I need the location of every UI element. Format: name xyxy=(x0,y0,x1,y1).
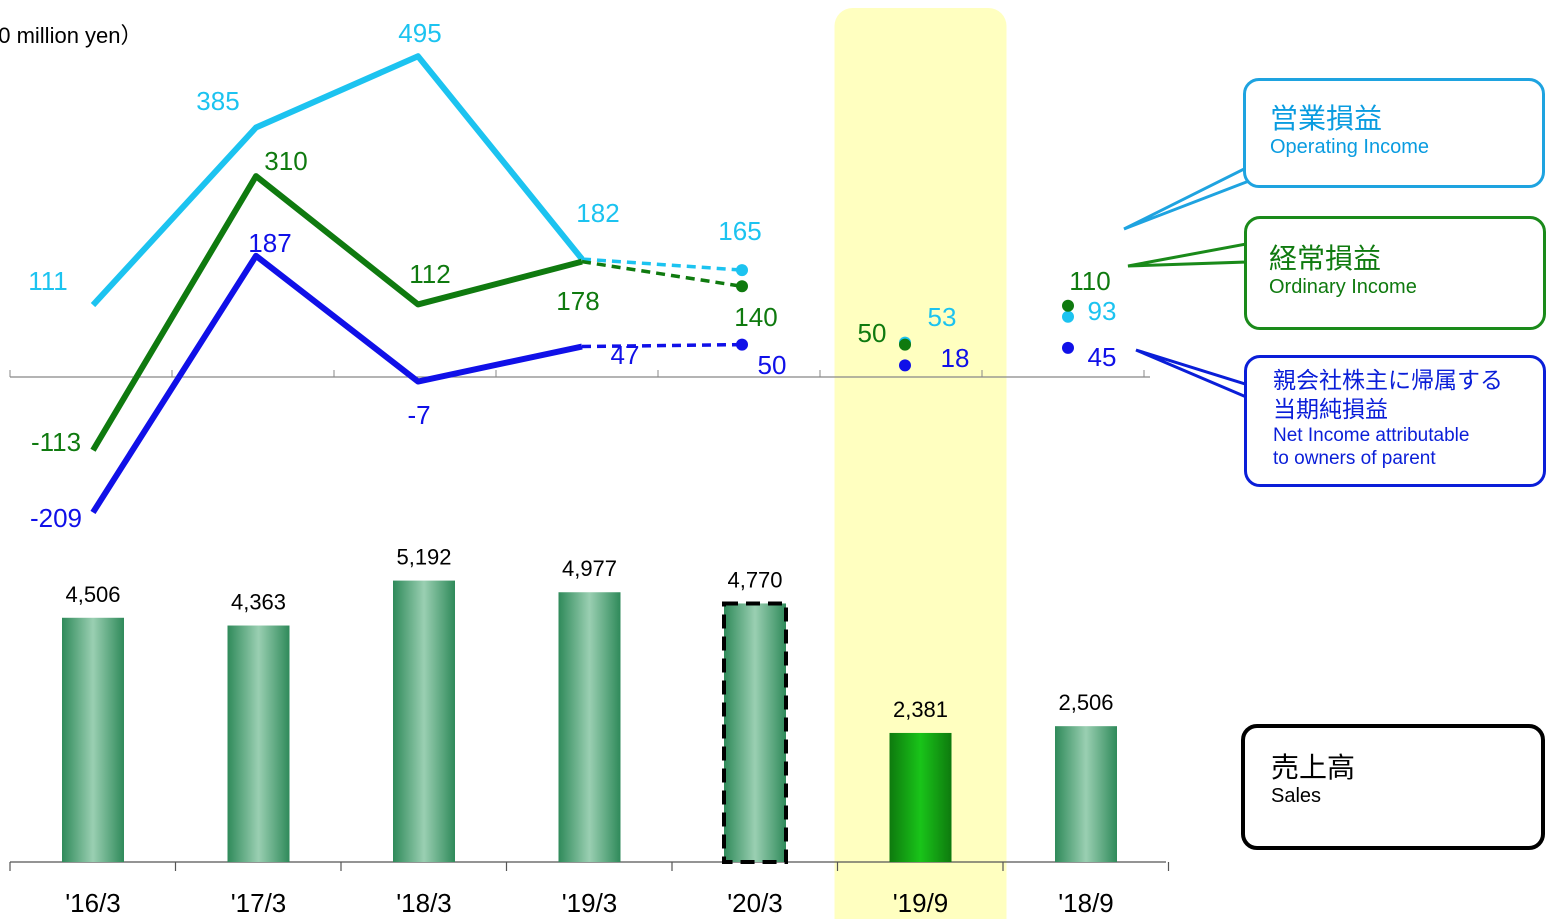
net-income-value-label: 50 xyxy=(758,350,787,380)
operating-income-label-jp: 営業損益 xyxy=(1270,103,1383,134)
operating-income-value-label: 111 xyxy=(28,266,68,296)
operating-income-forecast-line xyxy=(581,257,743,272)
sales-value-label: 2,506 xyxy=(1058,690,1113,715)
operating-income-value-label: 53 xyxy=(928,302,957,332)
net-income-forecast-point xyxy=(736,338,748,351)
net-income-label-jp-2: 当期純損益 xyxy=(1273,396,1388,422)
ordinary-income-value-label: 110 xyxy=(1069,266,1110,296)
x-tick-label: '18/9 xyxy=(1058,888,1114,918)
operating-income-value-label: 182 xyxy=(576,198,619,228)
ordinary-income-value-label: -113 xyxy=(31,427,81,457)
sales-bar xyxy=(227,625,290,862)
net-income-callout: 親会社株主に帰属する 当期純損益 Net Income attributable… xyxy=(1244,355,1546,487)
ordinary-income-half-year-point xyxy=(899,338,911,351)
net-callout-pointer xyxy=(1135,348,1260,405)
highlight-band xyxy=(834,8,1007,919)
operating-income-line xyxy=(90,53,585,308)
sales-value-label: 4,363 xyxy=(231,590,286,615)
ordinary-income-callout: 経常損益 Ordinary Income xyxy=(1244,216,1546,330)
sales-value-label: 2,381 xyxy=(893,697,948,722)
net-income-line xyxy=(90,252,583,515)
unit-label: 00 million yen） xyxy=(0,23,143,48)
net-income-label-en-2: to owners of parent xyxy=(1273,448,1436,469)
sales-bar xyxy=(1055,726,1117,862)
sales-label-en: Sales xyxy=(1271,785,1322,807)
operating-income-callout: 営業損益 Operating Income xyxy=(1243,78,1545,188)
net-income-value-label: -7 xyxy=(407,400,430,430)
sales-bar xyxy=(62,617,124,862)
sales-bar xyxy=(889,732,952,862)
ordinary-callout-pointer xyxy=(1127,242,1248,268)
ordinary-income-label-en: Ordinary Income xyxy=(1269,276,1417,298)
sales-label-jp: 売上高 xyxy=(1271,752,1356,783)
operating-income-value-label: 165 xyxy=(718,216,761,246)
net-income-value-label: -209 xyxy=(30,503,82,533)
net-income-value-label: 18 xyxy=(941,343,970,373)
operating-income-label-en: Operating Income xyxy=(1270,136,1429,158)
x-tick-label: '19/3 xyxy=(562,888,618,918)
operating-income-value-label: 93 xyxy=(1088,296,1117,326)
ordinary-income-value-label: 50 xyxy=(858,318,887,348)
ordinary-income-value-label: 140 xyxy=(734,302,777,332)
x-tick-label: '18/3 xyxy=(396,888,452,918)
x-tick-label: '19/9 xyxy=(893,888,949,918)
operating-income-prior-half-year-point xyxy=(1062,310,1074,323)
ordinary-income-line xyxy=(90,173,583,452)
net-income-label-jp-1: 親会社株主に帰属する xyxy=(1273,367,1503,393)
net-income-label-en-1: Net Income attributable xyxy=(1273,425,1470,446)
ordinary-income-forecast-line xyxy=(581,259,743,289)
ordinary-income-forecast-point xyxy=(736,280,748,293)
ordinary-income-value-label: 178 xyxy=(556,286,599,316)
x-tick-label: '17/3 xyxy=(231,888,287,918)
ordinary-income-value-label: 112 xyxy=(409,259,450,289)
net-income-value-label: 47 xyxy=(611,340,640,370)
sales-value-label: 5,192 xyxy=(396,545,451,570)
net-income-half-year-point xyxy=(899,359,911,372)
operating-income-value-label: 385 xyxy=(196,86,239,116)
operating-income-forecast-point xyxy=(736,264,748,277)
operating-income-value-label: 495 xyxy=(398,18,441,48)
sales-bar xyxy=(393,580,455,862)
net-income-forecast-line xyxy=(581,342,743,349)
ordinary-income-value-label: 310 xyxy=(264,146,307,176)
ordinary-income-prior-half-year-point xyxy=(1062,299,1074,312)
sales-callout: 売上高 Sales xyxy=(1241,724,1545,850)
ordinary-income-label-jp: 経常損益 xyxy=(1269,243,1382,274)
x-tick-label: '20/3 xyxy=(727,888,783,918)
net-income-value-label: 45 xyxy=(1088,342,1117,372)
sales-value-label: 4,770 xyxy=(727,567,782,592)
operating-callout-pointer xyxy=(1123,157,1264,231)
sales-bar xyxy=(722,601,788,864)
sales-value-label: 4,977 xyxy=(562,556,617,581)
net-income-prior-half-year-point xyxy=(1062,341,1074,354)
sales-value-label: 4,506 xyxy=(65,582,120,607)
x-tick-label: '16/3 xyxy=(65,888,121,918)
net-income-value-label: 187 xyxy=(248,228,291,258)
sales-bar xyxy=(558,592,621,862)
